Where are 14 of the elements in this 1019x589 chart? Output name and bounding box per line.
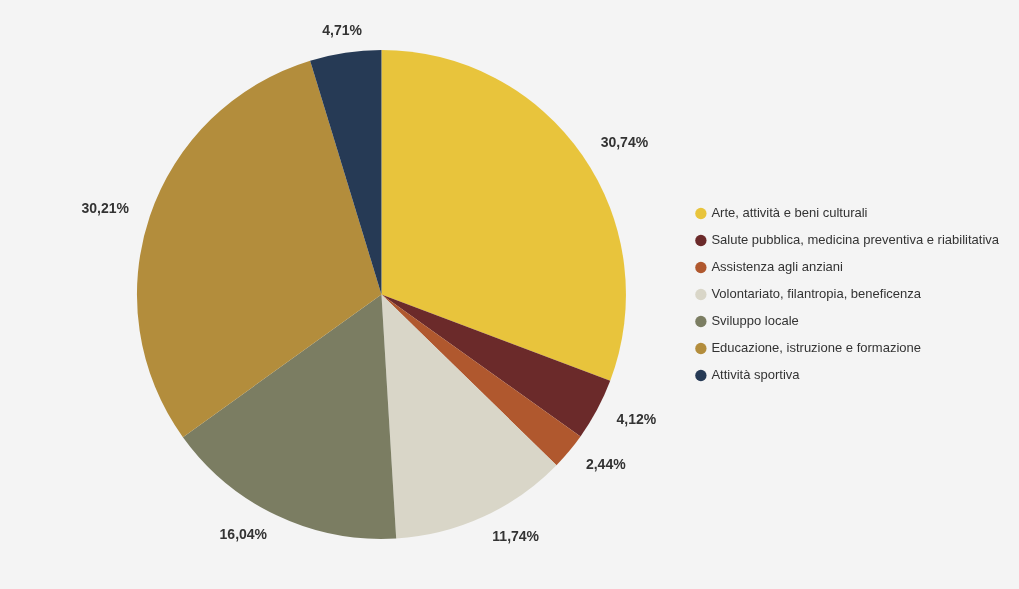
data-label: 2,44% xyxy=(585,456,627,473)
legend-label: Salute pubblica, medicina preventiva e riabilitativa xyxy=(711,232,1000,248)
data-label: 16,04% xyxy=(219,526,268,543)
legend-label: Volontariato, filantropia, beneficenza xyxy=(711,286,922,302)
legend-label: Arte, attività e beni culturali xyxy=(711,205,868,221)
legend-label: Educazione, istruzione e formazione xyxy=(711,340,921,356)
legend-label: Assistenza agli anziani xyxy=(711,259,844,275)
data-label: 11,74% xyxy=(492,527,540,544)
legend-label: Sviluppo locale xyxy=(711,313,799,329)
data-label: 4,71% xyxy=(322,21,363,38)
data-label: 4,12% xyxy=(616,410,657,427)
data-label: 30,21% xyxy=(81,200,130,217)
legend-label: Attività sportiva xyxy=(711,367,801,383)
data-label: 30,74% xyxy=(600,133,649,150)
